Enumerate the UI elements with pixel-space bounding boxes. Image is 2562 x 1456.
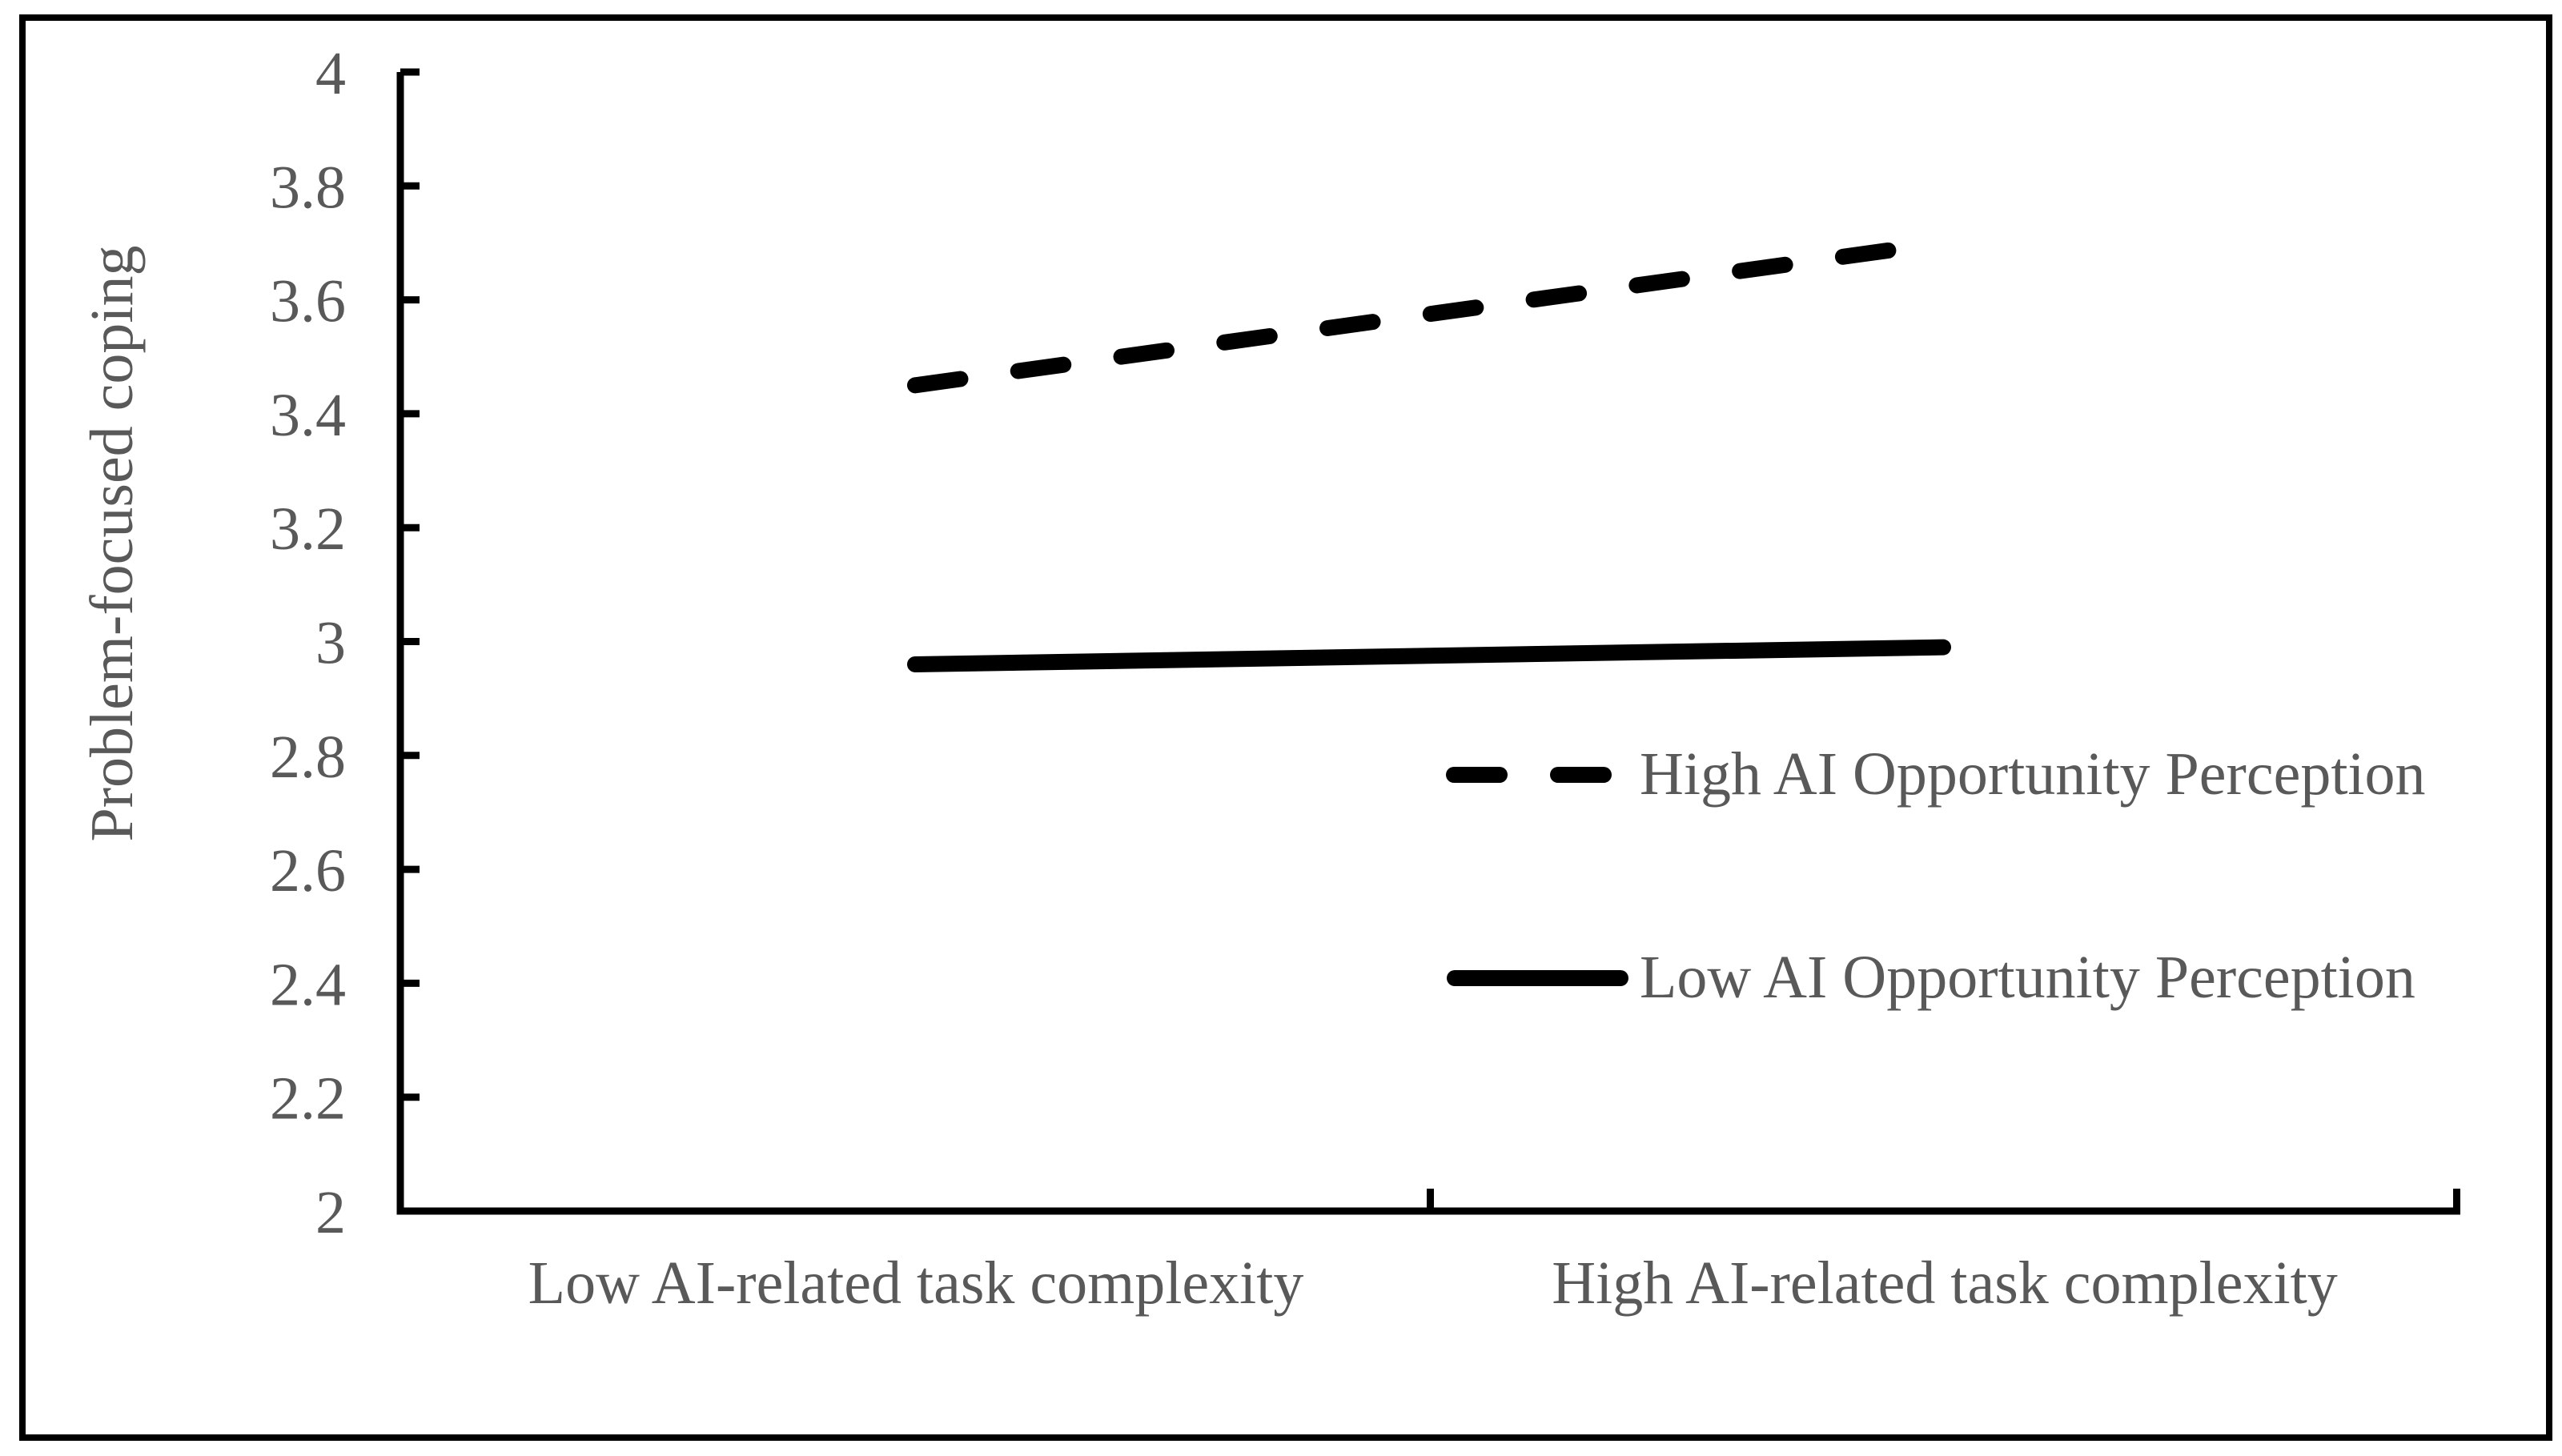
y-axis — [396, 68, 420, 1215]
series-line-high — [907, 240, 1911, 394]
legend: High AI Opportunity Perception Low AI Op… — [1446, 740, 2426, 1011]
x-category-label-high: High AI-related task complexity — [1552, 1249, 2337, 1317]
y-tick-label: 4 — [315, 40, 346, 107]
y-tick-label: 3.2 — [270, 495, 346, 563]
figure-border — [19, 14, 2552, 1441]
y-tick-label: 2.4 — [270, 951, 346, 1018]
series-line-low — [907, 639, 1951, 672]
y-tick-label: 2.2 — [270, 1065, 346, 1133]
y-tick-label: 3.4 — [270, 382, 346, 449]
y-tick-label: 2 — [315, 1179, 346, 1246]
legend-label-low: Low AI Opportunity Perception — [1640, 944, 2415, 1011]
legend-label-high: High AI Opportunity Perception — [1640, 740, 2426, 808]
y-tick-labels: 4 3.8 3.6 3.4 3.2 3 2.8 2.6 2.4 2.2 2 — [270, 40, 346, 1246]
x-category-label-low: Low AI-related task complexity — [528, 1249, 1304, 1317]
x-axis — [396, 1189, 2460, 1215]
y-axis-title: Problem-focused coping — [78, 245, 146, 841]
y-tick-label: 2.6 — [270, 837, 346, 904]
y-tick-label: 3 — [315, 610, 346, 677]
y-tick-label: 2.8 — [270, 724, 346, 791]
y-tick-label: 3.8 — [270, 154, 346, 221]
y-tick-label: 3.6 — [270, 268, 346, 335]
